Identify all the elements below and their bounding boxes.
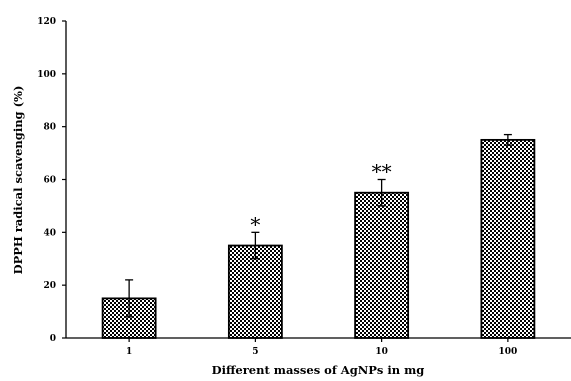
significance-marker: **: [372, 160, 392, 184]
x-tick-label: 5: [252, 347, 258, 357]
x-axis-title: Different masses of AgNPs in mg: [212, 363, 425, 377]
y-axis-title: DPPH radical scavenging (%): [11, 86, 25, 275]
y-axis-ticks: 0 20 40 60 80 100 120: [37, 17, 66, 344]
plot-area: ***: [101, 133, 536, 339]
x-axis-ticks: 1 5 10 100: [126, 338, 517, 357]
bar: [227, 244, 283, 339]
bar: [480, 138, 536, 339]
y-tick-label: 80: [43, 123, 56, 133]
y-tick-label: 60: [43, 176, 56, 186]
x-tick-label: 100: [498, 347, 517, 357]
x-tick-label: 10: [375, 347, 388, 357]
y-tick-label: 100: [37, 70, 56, 80]
significance-marker: *: [250, 212, 260, 236]
x-tick-label: 1: [126, 347, 132, 357]
y-tick-label: 40: [43, 228, 56, 238]
y-tick-label: 20: [43, 281, 56, 291]
bar: [354, 191, 410, 339]
y-tick-label: 0: [50, 334, 56, 344]
y-tick-label: 120: [37, 17, 56, 27]
